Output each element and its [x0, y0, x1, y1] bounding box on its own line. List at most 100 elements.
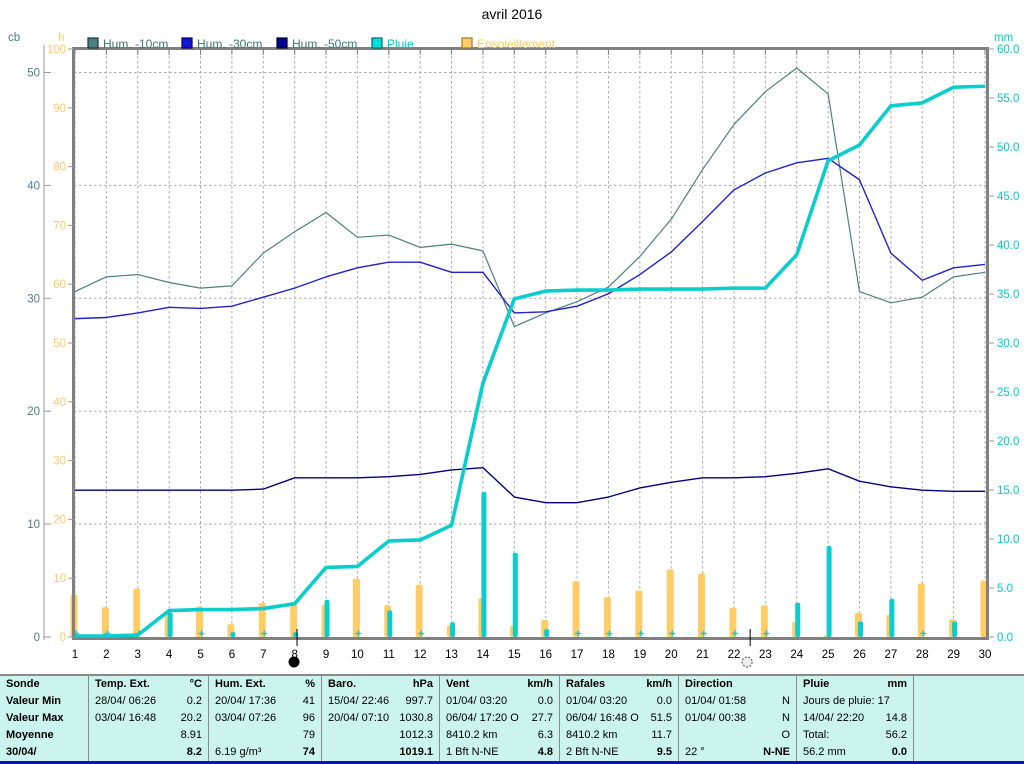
new-moon-icon: [288, 656, 300, 668]
direction-row-1: 01/04/ 00:38 N: [685, 712, 790, 724]
baro-row-1: 20/04/ 07:10 1030.8: [328, 712, 433, 724]
pluie-row-3: 56.2 mm 0.0: [803, 746, 907, 758]
hum-row-3: 6.19 g/m³ 74: [215, 746, 315, 758]
svg-text:50: 50: [53, 338, 66, 350]
table-col-temp: Temp. Ext. °C 28/04/ 06:26 0.2 03/04/ 16:48 2…: [88, 676, 208, 761]
rain-bar: [795, 602, 801, 637]
pluie-row-2: Total: 56.2: [803, 729, 907, 741]
row-header-3: Moyenne: [6, 729, 54, 741]
legend-label: Hum. -10cm: [103, 37, 168, 51]
legend-swatch: [276, 37, 288, 49]
legend-label: Hum. -50cm: [292, 37, 357, 51]
svg-text:25: 25: [822, 649, 835, 661]
baro-row-3: 1019.1: [399, 746, 433, 758]
row-header-4: 30/04/: [6, 746, 37, 758]
direction-header: Direction: [685, 678, 733, 690]
series-pluie-cumul: [75, 84, 986, 638]
vent-header: Vent km/h: [446, 678, 553, 690]
svg-text:50: 50: [27, 68, 40, 80]
grid: [74, 51, 987, 637]
svg-text:25.0: 25.0: [997, 387, 1019, 399]
svg-text:20.0: 20.0: [997, 436, 1019, 448]
svg-text:11: 11: [383, 649, 395, 661]
legend-item-hum-10cm: Hum. -10cm: [87, 37, 168, 51]
legend-swatch: [461, 37, 473, 49]
mm-unit-label: mm: [994, 32, 1013, 44]
svg-text:24: 24: [790, 649, 803, 661]
svg-text:35.0: 35.0: [997, 289, 1019, 301]
svg-text:20: 20: [53, 514, 66, 526]
temp-row-3: 8.2: [186, 746, 202, 758]
sunshine-bar: [603, 597, 611, 637]
h-unit-label: h: [58, 32, 64, 44]
table-col-hum: Hum. Ext.% 20/04/ 17:36 41 03/04/ 07:26 96 79…: [208, 676, 321, 761]
svg-text:13: 13: [445, 649, 458, 661]
vent-row-0: 01/04/ 03:20 0.0: [446, 695, 553, 707]
sunshine-bar: [917, 583, 925, 637]
table-col-vent: Vent km/h 01/04/ 03:20 0.0 06/04/ 17:20 O 27.…: [439, 676, 559, 761]
svg-text:15: 15: [508, 649, 521, 661]
hum-header: Hum. Ext.%: [215, 678, 315, 690]
rain-bar: [857, 621, 863, 637]
svg-text:1: 1: [72, 649, 78, 661]
svg-text:55.0: 55.0: [997, 93, 1019, 105]
cb-unit-label: cb: [8, 32, 20, 44]
temp-header: Temp. Ext. °C: [95, 678, 202, 690]
rain-bar: [826, 545, 832, 637]
temp-row-0: 28/04/ 06:26 0.2: [95, 695, 202, 707]
svg-text:28: 28: [916, 649, 929, 661]
svg-text:10: 10: [27, 519, 40, 531]
sunshine-bar: [290, 604, 298, 637]
svg-text:9: 9: [323, 649, 329, 661]
svg-text:17: 17: [571, 649, 584, 661]
legend-label: Ensoleillement: [477, 37, 556, 51]
svg-text:22: 22: [728, 649, 741, 661]
svg-text:0: 0: [60, 632, 66, 644]
legend-swatch: [87, 37, 99, 49]
baro-row-0: 15/04/ 22:46 997.7: [328, 695, 433, 707]
row-header-1: Valeur Min: [6, 695, 62, 707]
svg-text:30: 30: [53, 456, 66, 468]
row-header-0: Sonde: [6, 678, 40, 690]
series-hum-30cm: [74, 157, 986, 320]
legend-item-pluie: Pluie: [371, 37, 414, 51]
svg-text:20: 20: [27, 406, 40, 418]
svg-text:15.0: 15.0: [997, 485, 1019, 497]
rain-bars: [73, 491, 958, 637]
rain-bar: [450, 622, 456, 637]
svg-text:7: 7: [260, 649, 266, 661]
svg-text:30.0: 30.0: [997, 338, 1019, 350]
baro-header: Baro. hPa: [328, 678, 433, 690]
sunshine-bar: [133, 588, 141, 637]
svg-text:60.0: 60.0: [997, 44, 1019, 56]
rain-bar: [230, 632, 236, 637]
svg-text:2: 2: [103, 649, 109, 661]
direction-row-3: 22 ° N-NE: [685, 746, 790, 758]
legend-swatch: [181, 37, 193, 49]
rafales-header: Rafales km/h: [566, 678, 672, 690]
svg-text:14: 14: [477, 649, 490, 661]
x-axis-labels: 1 2 3 4 5 6 7 8 9 10 11 12 13 14 15 16 17 18 19 20 21 22 23 24 2…: [72, 649, 992, 661]
svg-text:60: 60: [53, 279, 66, 291]
rain-bar: [481, 491, 487, 637]
hum-row-0: 20/04/ 17:36 41: [215, 695, 315, 707]
sunshine-bars: [70, 569, 988, 637]
pluie-row-1: 14/04/ 22:20 14.8: [803, 712, 907, 724]
summary-table: Sonde Valeur Min Valeur Max Moyenne 30/04/Te…: [0, 674, 1024, 764]
legend: Hum. -10cm Hum. -30cm Hum. -50cm Pluie Ensol…: [87, 37, 556, 51]
svg-text:0.0: 0.0: [997, 632, 1013, 644]
rain-bar: [544, 629, 550, 637]
legend-label: Pluie: [387, 37, 414, 51]
sunshine-bar: [572, 581, 580, 637]
svg-text:27: 27: [884, 649, 897, 661]
rafales-row-3: 2 Bft N-NE 9.5: [566, 746, 672, 758]
svg-text:4: 4: [166, 649, 173, 661]
svg-text:3: 3: [135, 649, 141, 661]
svg-text:90: 90: [53, 103, 66, 115]
sunshine-bar: [980, 580, 988, 637]
moon-markers: [288, 629, 753, 668]
svg-text:21: 21: [696, 649, 709, 661]
svg-text:0: 0: [34, 632, 40, 644]
